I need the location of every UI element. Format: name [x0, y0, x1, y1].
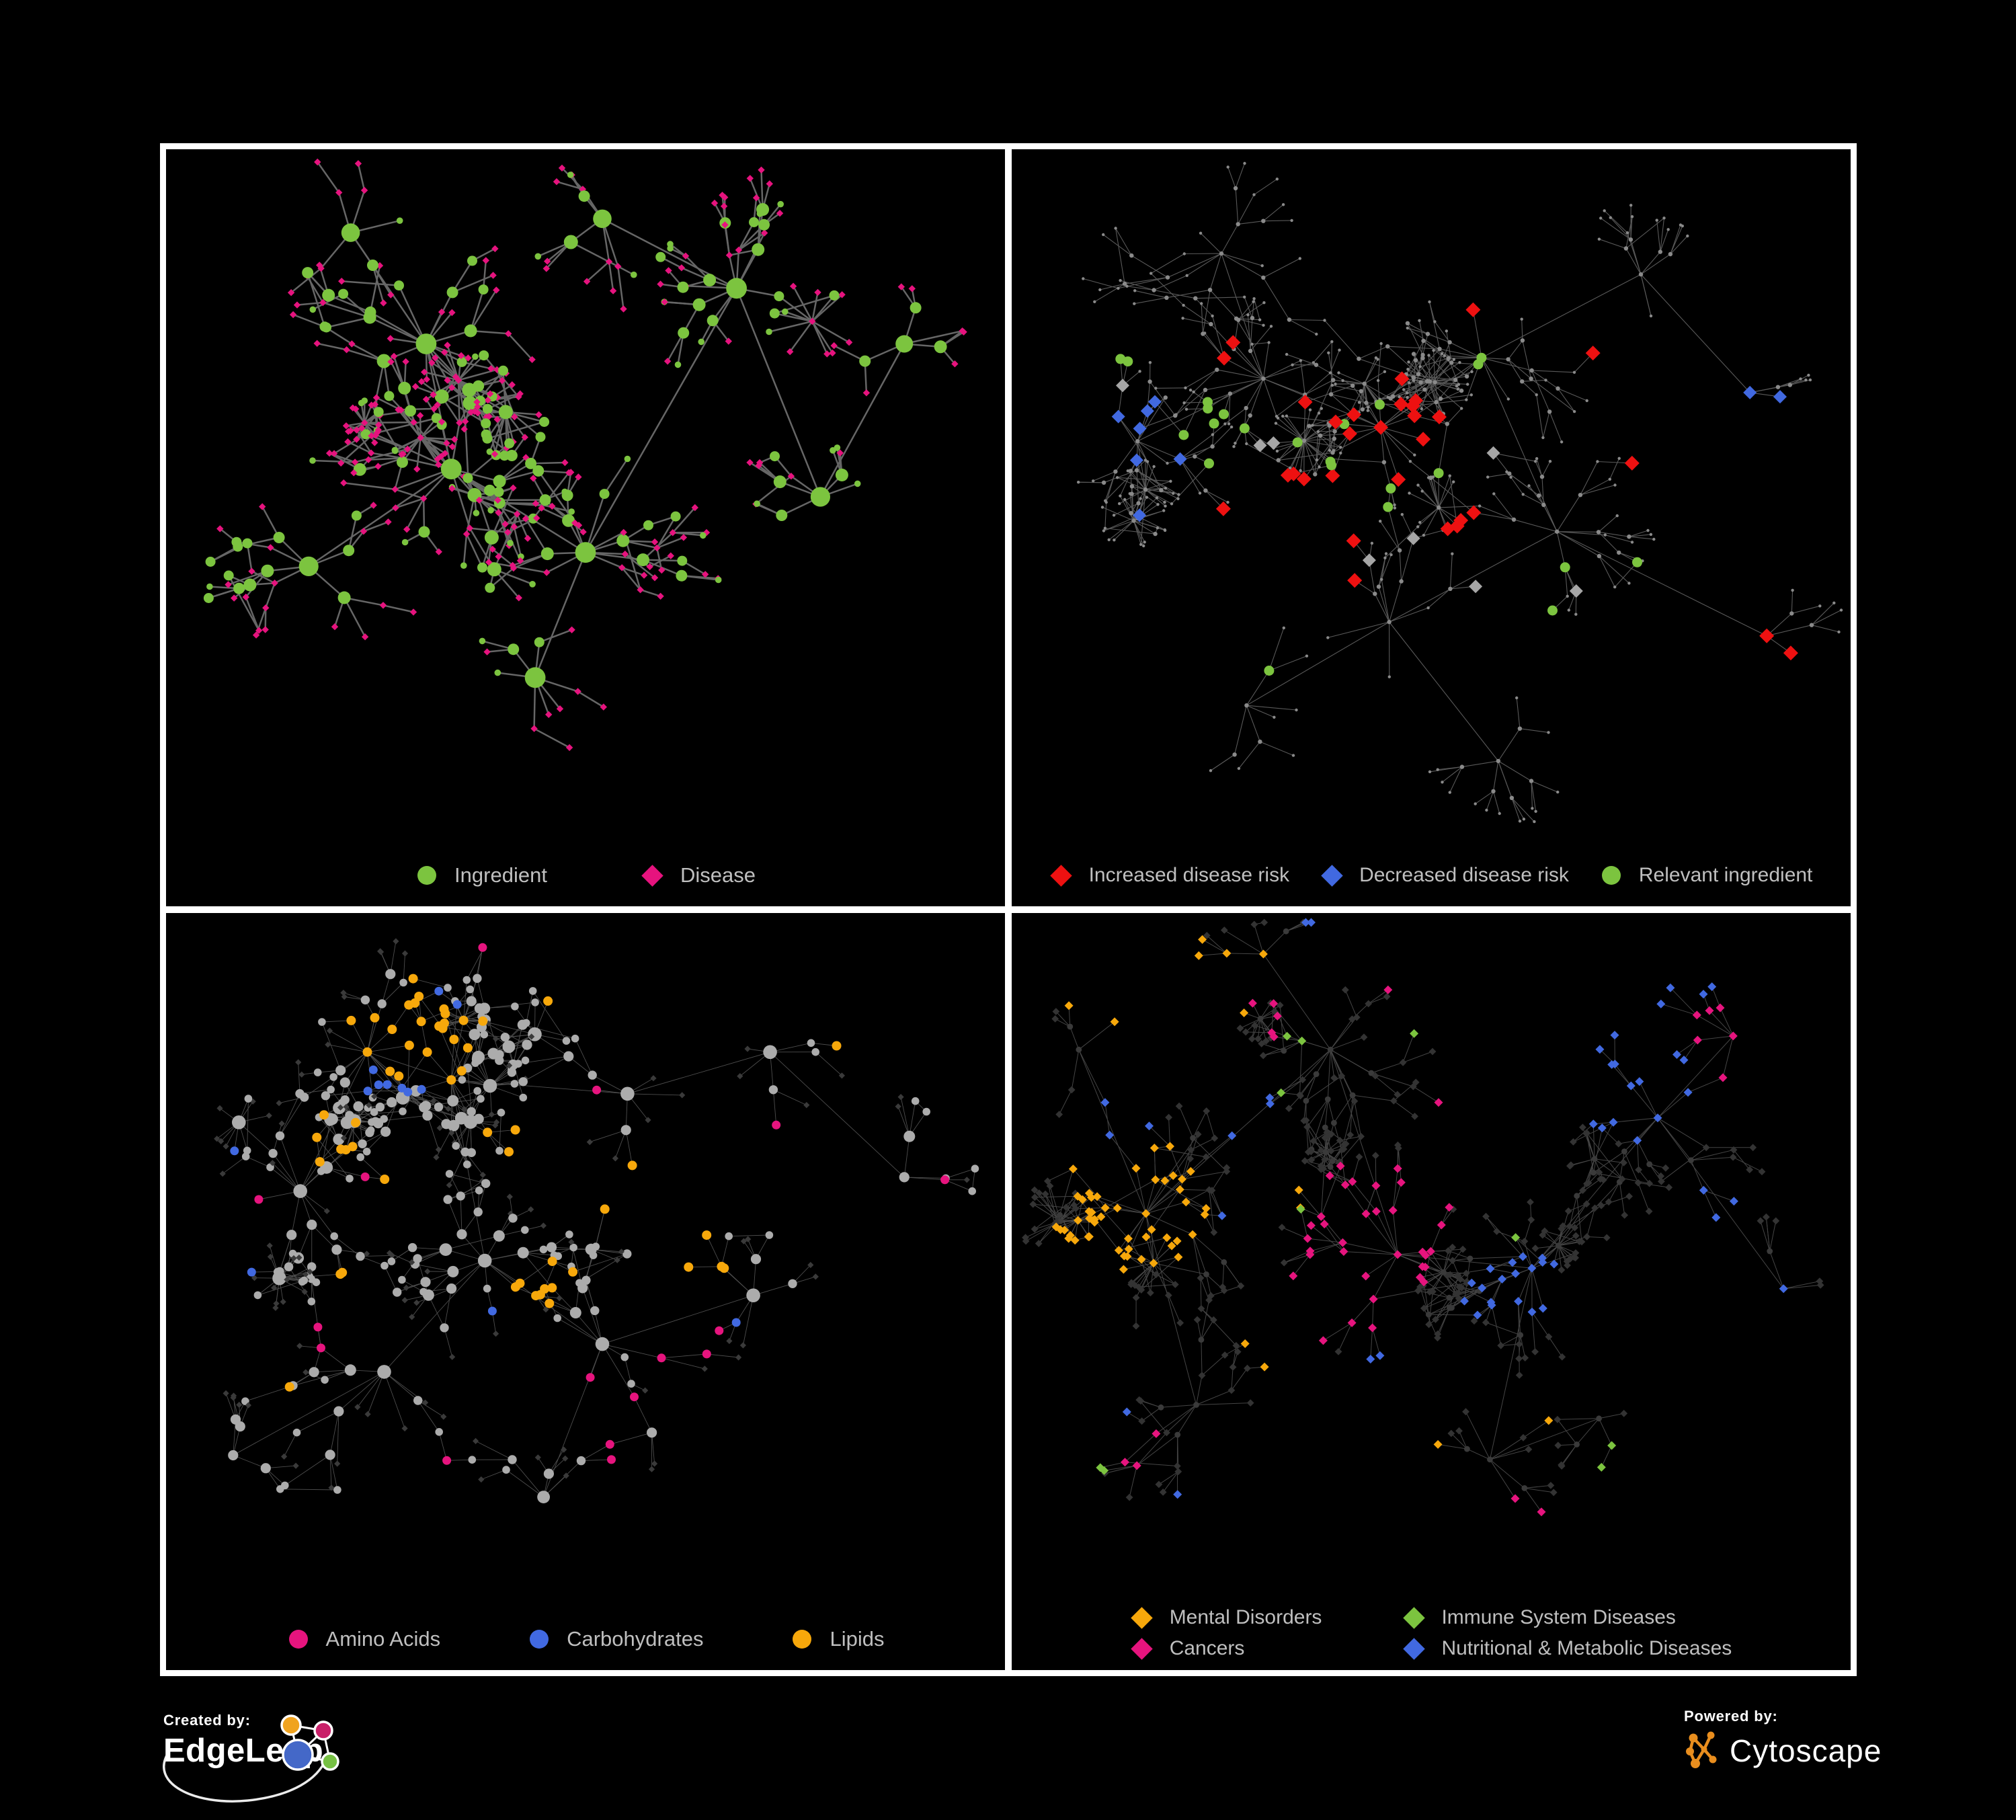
- legend-item-increased-disease-risk: Increased disease risk: [1050, 864, 1289, 887]
- legend-diamond-icon: [641, 864, 664, 887]
- ingredient-disease-legend: Ingredient Disease: [166, 844, 1005, 906]
- macronutrients-legend: Amino Acids Carbohydrates Lipids: [166, 1608, 1005, 1670]
- legend-diamond-icon: [1050, 864, 1073, 887]
- legend-circle-icon: [791, 1628, 813, 1651]
- disease-risk-network: [1077, 161, 1843, 824]
- legend-item-amino-acids: Amino Acids: [287, 1627, 441, 1651]
- legend-diamond-icon: [1131, 1606, 1154, 1629]
- legend-label: Lipids: [830, 1627, 885, 1651]
- legend-label: Carbohydrates: [567, 1627, 704, 1651]
- powered-by-label: Powered by:: [1684, 1708, 1778, 1725]
- legend-item-disease: Disease: [641, 863, 756, 887]
- legend-circle-icon: [415, 864, 438, 887]
- legend-label: Ingredient: [454, 863, 547, 887]
- panel-ingredient-disease: Ingredient Disease: [166, 149, 1005, 906]
- legend-circle-icon: [287, 1628, 310, 1651]
- ingredient-disease-network: [203, 158, 967, 752]
- legend-label: Increased disease risk: [1088, 864, 1290, 886]
- panel-macronutrients: Amino Acids Carbohydrates Lipids: [166, 913, 1005, 1670]
- legend-item-mental-disorders: Mental Disorders: [1131, 1606, 1322, 1629]
- legend-item-carbohydrates: Carbohydrates: [528, 1627, 703, 1651]
- legend-label: Decreased disease risk: [1359, 864, 1569, 886]
- legend-label: Cancers: [1169, 1637, 1245, 1659]
- legend-item-nutritional-metabolic-diseases: Nutritional & Metabolic Diseases: [1402, 1637, 1732, 1660]
- legend-circle-icon: [528, 1628, 551, 1651]
- legend-circle-icon: [1600, 864, 1623, 887]
- legend-diamond-icon: [1320, 864, 1343, 887]
- legend-label: Nutritional & Metabolic Diseases: [1441, 1637, 1732, 1659]
- legend-item-decreased-disease-risk: Decreased disease risk: [1320, 864, 1569, 887]
- edgeleap-network-icon: [280, 1714, 339, 1771]
- legend-label: Amino Acids: [325, 1627, 441, 1651]
- legend-diamond-icon: [1402, 1637, 1425, 1660]
- legend-item-immune-system-diseases: Immune System Diseases: [1402, 1606, 1676, 1629]
- disease-classes-network: [1022, 918, 1824, 1517]
- panel-grid: Ingredient Disease Increased disease risk…: [160, 143, 1857, 1676]
- legend-diamond-icon: [1402, 1606, 1425, 1629]
- panel-disease-risk: Increased disease risk Decreased disease …: [1012, 149, 1851, 906]
- legend-diamond-icon: [1131, 1637, 1154, 1660]
- cytoscape-network-icon: [1686, 1731, 1717, 1768]
- macronutrients-network: [214, 938, 979, 1503]
- cytoscape-logo: Powered by: Cytoscape: [1684, 1708, 1966, 1802]
- legend-label: Mental Disorders: [1169, 1606, 1322, 1628]
- panel-disease-classes: Mental Disorders Immune System Diseases Ca…: [1012, 913, 1851, 1670]
- legend-item-relevant-ingredient: Relevant ingredient: [1600, 864, 1813, 887]
- legend-label: Disease: [680, 863, 756, 887]
- legend-item-lipids: Lipids: [791, 1627, 884, 1651]
- legend-label: Relevant ingredient: [1638, 864, 1813, 886]
- disease-risk-legend: Increased disease risk Decreased disease …: [1012, 844, 1851, 906]
- legend-label: Immune System Diseases: [1441, 1606, 1676, 1628]
- cytoscape-brand-text: Cytoscape: [1730, 1733, 1882, 1768]
- edgeleap-swoosh: [163, 1751, 327, 1803]
- created-by-label: Created by:: [163, 1712, 251, 1729]
- legend-item-cancers: Cancers: [1131, 1637, 1245, 1660]
- disease-classes-legend: Mental Disorders Immune System Diseases Ca…: [1012, 1596, 1851, 1670]
- legend-item-ingredient: Ingredient: [415, 863, 547, 887]
- edgeleap-logo: Created by: EdgeLeap: [163, 1712, 385, 1819]
